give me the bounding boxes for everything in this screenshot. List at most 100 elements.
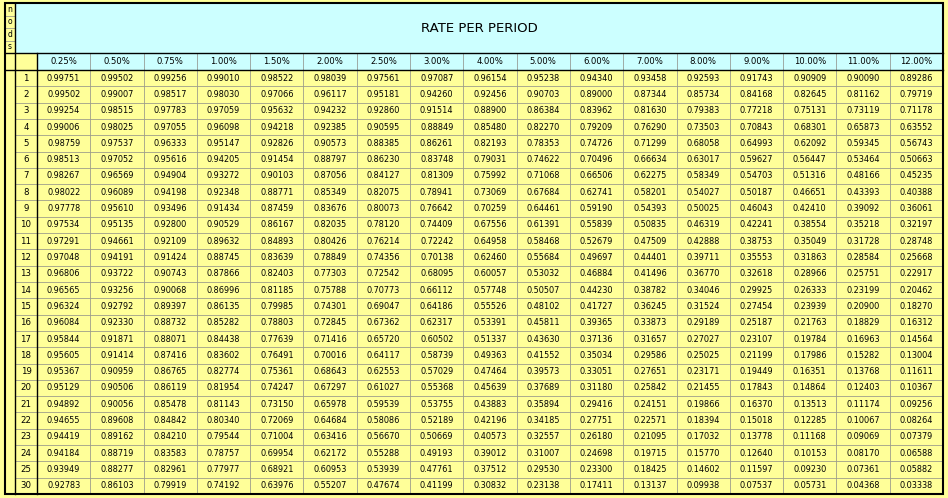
Bar bbox=[410, 347, 464, 364]
Bar bbox=[570, 168, 623, 184]
Bar bbox=[250, 364, 303, 380]
Text: 0.25%: 0.25% bbox=[50, 57, 77, 66]
Text: 0.90090: 0.90090 bbox=[847, 74, 880, 83]
Bar bbox=[5, 40, 15, 53]
Text: 0.94340: 0.94340 bbox=[580, 74, 613, 83]
Bar bbox=[15, 412, 37, 429]
Bar bbox=[90, 70, 143, 86]
Bar bbox=[730, 266, 783, 282]
Bar bbox=[464, 478, 517, 494]
Text: 0.57748: 0.57748 bbox=[473, 286, 506, 295]
Bar bbox=[303, 233, 356, 249]
Text: 0.97537: 0.97537 bbox=[100, 139, 134, 148]
Text: 0.25025: 0.25025 bbox=[686, 351, 720, 360]
Bar bbox=[143, 315, 197, 331]
Bar bbox=[250, 135, 303, 151]
Text: 0.81954: 0.81954 bbox=[207, 383, 240, 392]
Bar bbox=[15, 315, 37, 331]
Bar bbox=[356, 282, 410, 298]
Text: 0.99751: 0.99751 bbox=[47, 74, 81, 83]
Bar bbox=[783, 396, 836, 412]
Bar bbox=[15, 478, 37, 494]
Bar bbox=[677, 135, 730, 151]
Text: 0.66634: 0.66634 bbox=[633, 155, 666, 164]
Bar bbox=[464, 70, 517, 86]
Text: o: o bbox=[8, 17, 12, 26]
Bar bbox=[730, 445, 783, 461]
Bar bbox=[303, 380, 356, 396]
Text: 0.92792: 0.92792 bbox=[100, 302, 134, 311]
Text: 0.83639: 0.83639 bbox=[260, 253, 294, 262]
Text: 0.93272: 0.93272 bbox=[207, 171, 240, 180]
Bar bbox=[143, 396, 197, 412]
Text: 0.55368: 0.55368 bbox=[420, 383, 453, 392]
Text: 11.00%: 11.00% bbox=[847, 57, 879, 66]
Text: d: d bbox=[8, 30, 12, 39]
Text: 0.41727: 0.41727 bbox=[580, 302, 613, 311]
Bar bbox=[15, 298, 37, 315]
Bar bbox=[356, 86, 410, 103]
Text: 0.80073: 0.80073 bbox=[367, 204, 400, 213]
Bar bbox=[410, 429, 464, 445]
Bar bbox=[197, 86, 250, 103]
Bar bbox=[623, 249, 677, 266]
Text: 0.25187: 0.25187 bbox=[739, 318, 774, 327]
Text: 0.75131: 0.75131 bbox=[793, 106, 827, 115]
Text: 9: 9 bbox=[24, 204, 28, 213]
Text: 0.38782: 0.38782 bbox=[633, 286, 666, 295]
Bar bbox=[890, 168, 943, 184]
Text: 0.62275: 0.62275 bbox=[633, 171, 666, 180]
Bar bbox=[836, 282, 890, 298]
Bar bbox=[250, 119, 303, 135]
Bar bbox=[890, 266, 943, 282]
Text: 0.91514: 0.91514 bbox=[420, 106, 453, 115]
Text: 0.20900: 0.20900 bbox=[847, 302, 880, 311]
Bar bbox=[730, 380, 783, 396]
Bar bbox=[410, 135, 464, 151]
Text: 0.35049: 0.35049 bbox=[793, 237, 827, 246]
Text: 20: 20 bbox=[21, 383, 31, 392]
Text: 0.88385: 0.88385 bbox=[367, 139, 400, 148]
Bar bbox=[570, 331, 623, 347]
Text: 0.41496: 0.41496 bbox=[633, 269, 666, 278]
Text: 0.82403: 0.82403 bbox=[260, 269, 294, 278]
Text: 0.38753: 0.38753 bbox=[739, 237, 774, 246]
Text: 0.54703: 0.54703 bbox=[739, 171, 774, 180]
Bar bbox=[143, 201, 197, 217]
Text: 0.95181: 0.95181 bbox=[367, 90, 400, 99]
Text: 0.96333: 0.96333 bbox=[154, 139, 187, 148]
Bar bbox=[730, 347, 783, 364]
Text: 0.65873: 0.65873 bbox=[847, 123, 880, 131]
Bar bbox=[37, 53, 90, 70]
Text: 0.19449: 0.19449 bbox=[739, 367, 774, 376]
Bar bbox=[783, 282, 836, 298]
Bar bbox=[15, 282, 37, 298]
Bar bbox=[90, 380, 143, 396]
Text: 0.12640: 0.12640 bbox=[739, 449, 774, 458]
Text: 0.87866: 0.87866 bbox=[207, 269, 240, 278]
Bar bbox=[464, 201, 517, 217]
Text: 0.61027: 0.61027 bbox=[367, 383, 400, 392]
Bar bbox=[783, 298, 836, 315]
Text: 0.33873: 0.33873 bbox=[633, 318, 666, 327]
Text: 0.04368: 0.04368 bbox=[847, 482, 880, 491]
Bar bbox=[570, 282, 623, 298]
Bar bbox=[37, 266, 90, 282]
Bar bbox=[464, 119, 517, 135]
Bar bbox=[303, 266, 356, 282]
Bar bbox=[90, 412, 143, 429]
Text: 0.78757: 0.78757 bbox=[207, 449, 240, 458]
Bar bbox=[570, 478, 623, 494]
Bar bbox=[90, 364, 143, 380]
Bar bbox=[90, 429, 143, 445]
Text: 0.28966: 0.28966 bbox=[793, 269, 827, 278]
Text: 0.18394: 0.18394 bbox=[686, 416, 720, 425]
Text: 0.82035: 0.82035 bbox=[314, 221, 347, 230]
Bar bbox=[37, 478, 90, 494]
Text: 0.16370: 0.16370 bbox=[739, 400, 774, 409]
Bar bbox=[730, 364, 783, 380]
Bar bbox=[197, 364, 250, 380]
Bar bbox=[197, 380, 250, 396]
Bar bbox=[890, 70, 943, 86]
Bar bbox=[570, 412, 623, 429]
